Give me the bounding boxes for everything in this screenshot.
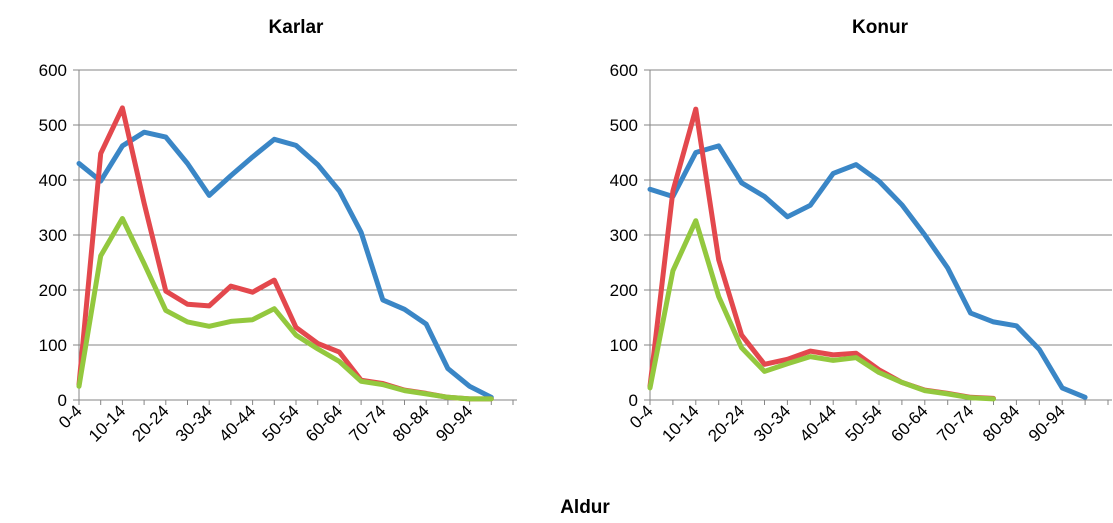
x-tick-label: 80-84 bbox=[979, 401, 1023, 445]
x-axis-label: Aldur bbox=[560, 497, 610, 518]
x-tick-label: 30-34 bbox=[172, 401, 216, 445]
x-tick-label: 10-14 bbox=[658, 401, 702, 445]
y-tick-label: 300 bbox=[39, 226, 67, 245]
series-line-1 bbox=[76, 129, 494, 400]
y-tick-label: 500 bbox=[39, 116, 67, 135]
x-tick-label: 90-94 bbox=[1025, 401, 1069, 445]
chart-title: Konur bbox=[852, 17, 909, 38]
x-tick-label: 50-54 bbox=[259, 401, 303, 445]
series-line-3 bbox=[647, 218, 996, 402]
x-tick-label: 60-64 bbox=[302, 401, 346, 445]
x-tick-label: 70-74 bbox=[345, 401, 389, 445]
y-tick-label: 600 bbox=[610, 61, 638, 80]
x-tick-label: 20-24 bbox=[128, 401, 172, 445]
x-tick-label: 40-44 bbox=[796, 401, 840, 445]
series-line-2 bbox=[647, 106, 996, 401]
y-tick-label: 100 bbox=[39, 336, 67, 355]
y-tick-label: 400 bbox=[610, 171, 638, 190]
y-tick-label: 400 bbox=[39, 171, 67, 190]
x-tick-label: 10-14 bbox=[85, 401, 129, 445]
x-tick-label: 30-34 bbox=[750, 401, 794, 445]
x-tick-label: 20-24 bbox=[704, 401, 748, 445]
x-tick-label: 70-74 bbox=[933, 401, 977, 445]
y-tick-label: 0 bbox=[58, 391, 67, 410]
y-tick-label: 500 bbox=[610, 116, 638, 135]
x-tick-label: 60-64 bbox=[887, 401, 931, 445]
y-tick-label: 300 bbox=[610, 226, 638, 245]
y-tick-label: 100 bbox=[610, 336, 638, 355]
series-line-3 bbox=[76, 216, 494, 402]
series-line-1 bbox=[647, 143, 1088, 400]
chart-title: Karlar bbox=[269, 17, 325, 38]
y-tick-label: 200 bbox=[610, 281, 638, 300]
x-tick-label: 90-94 bbox=[432, 401, 476, 445]
x-tick-label: 50-54 bbox=[842, 401, 886, 445]
y-tick-label: 0 bbox=[629, 391, 638, 410]
y-tick-label: 200 bbox=[39, 281, 67, 300]
y-tick-label: 600 bbox=[39, 61, 67, 80]
x-tick-label: 80-84 bbox=[389, 401, 433, 445]
x-tick-label: 40-44 bbox=[215, 401, 259, 445]
